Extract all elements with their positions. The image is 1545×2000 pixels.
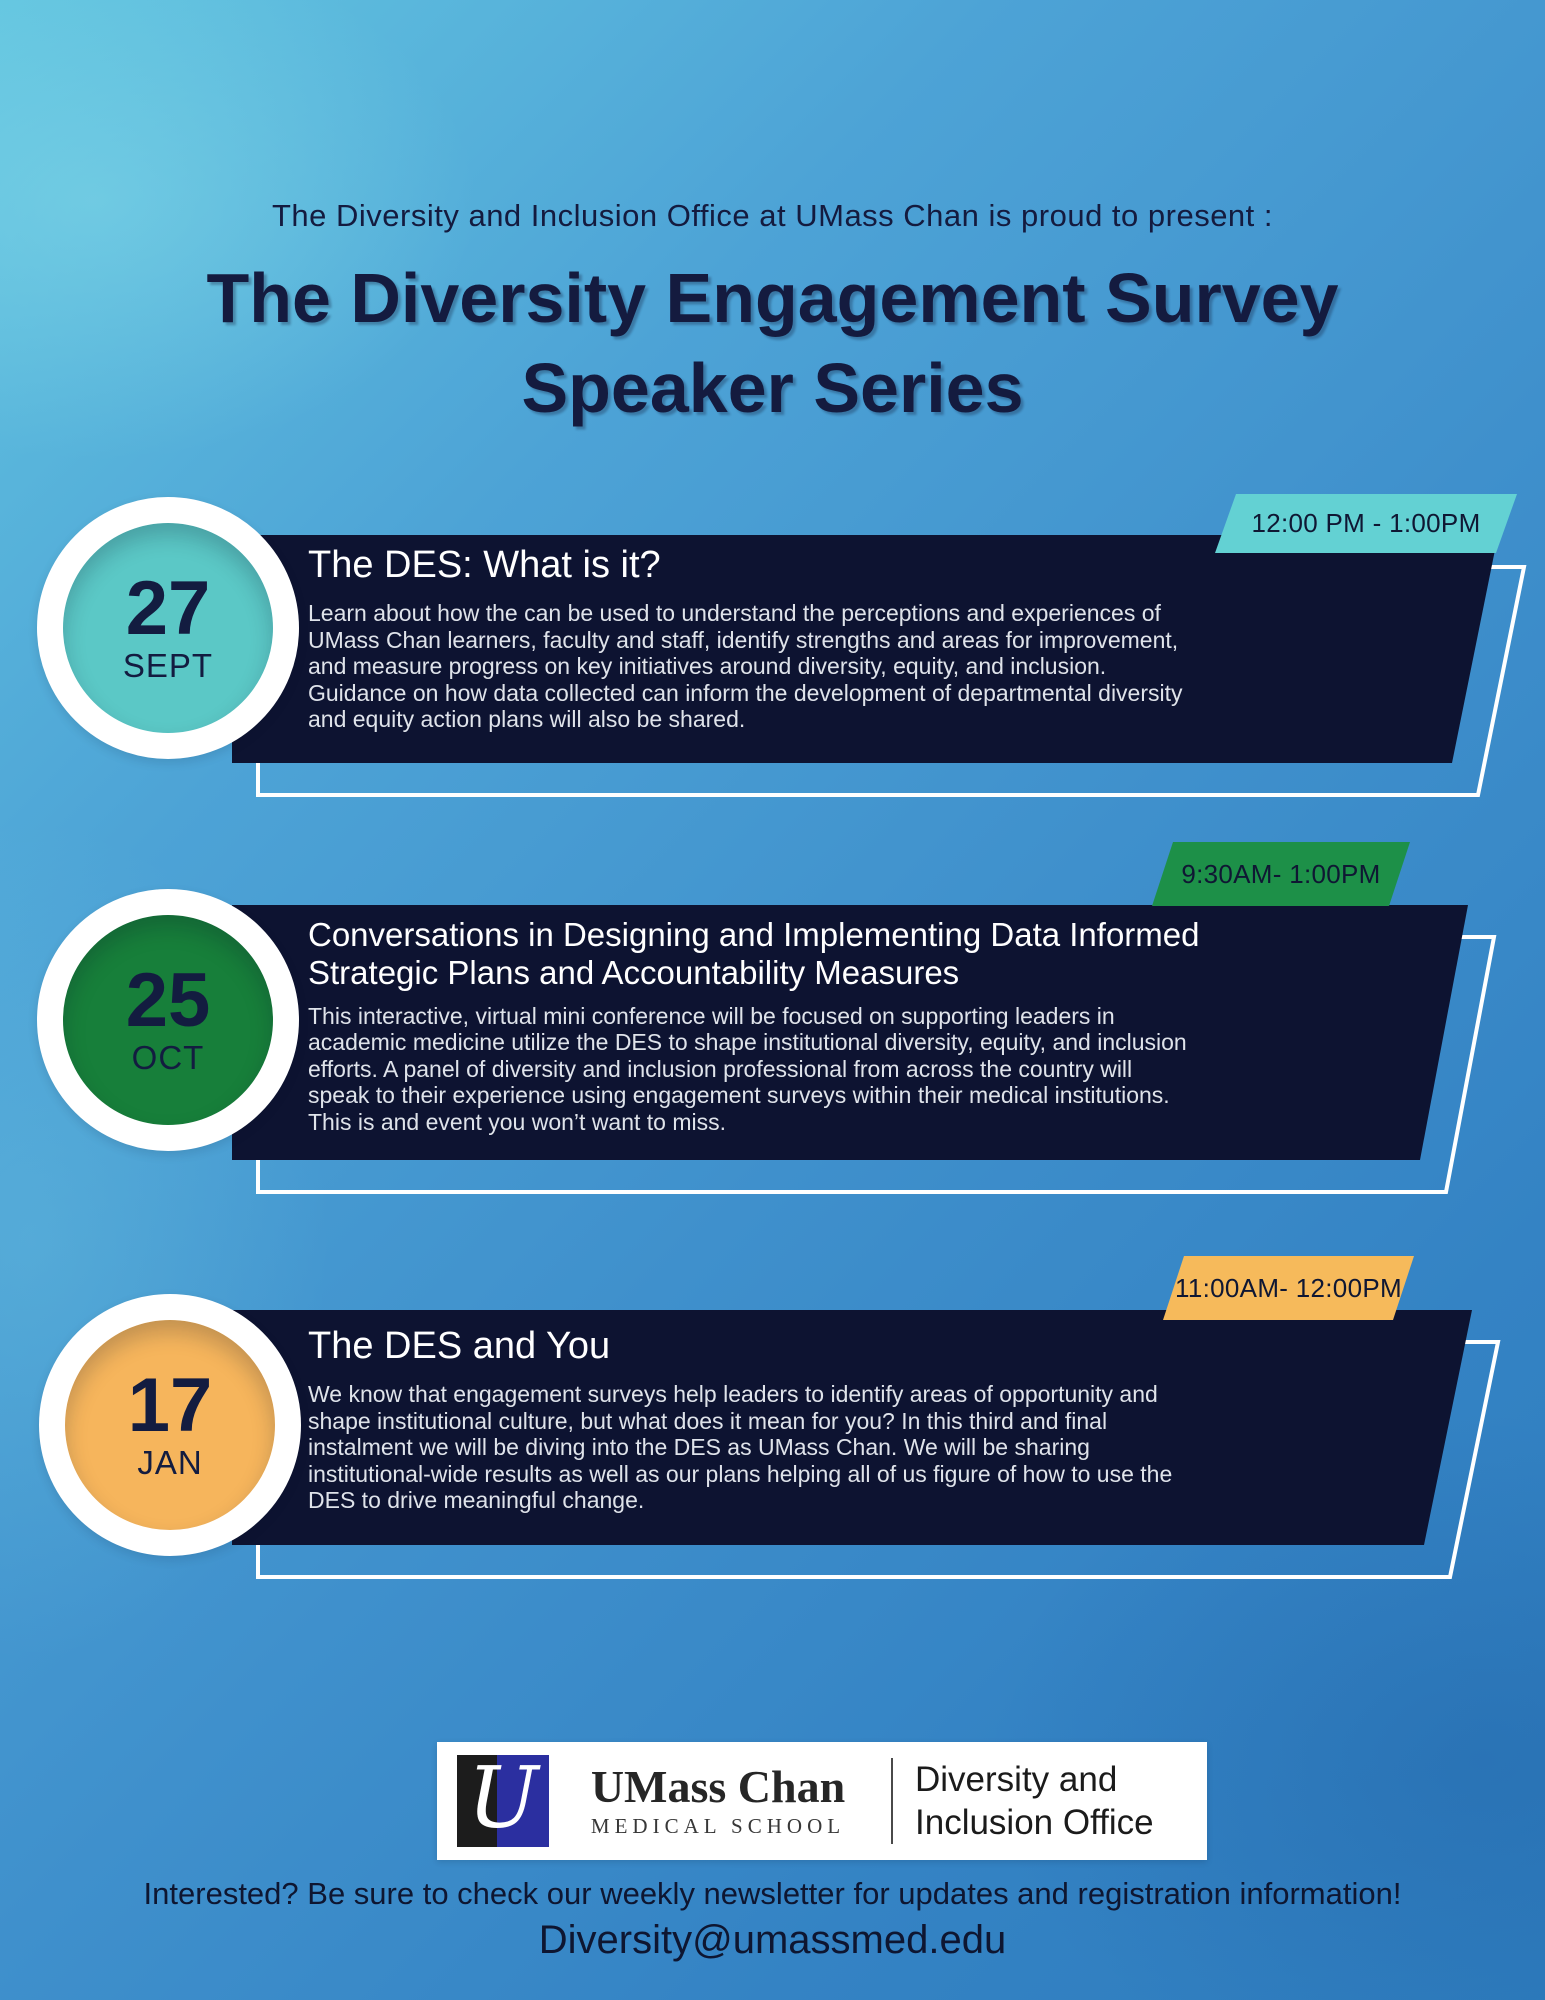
event3-title: The DES and You	[308, 1325, 611, 1367]
event1-time: 12:00 PM - 1:00PM	[1251, 508, 1481, 538]
umass-logo-names: UMass Chan MEDICAL SCHOOL	[563, 1760, 873, 1839]
event1-description: Learn about how the can be used to under…	[308, 600, 1183, 733]
event1-date-circle: 27 SEPT	[37, 497, 299, 759]
event3-card-bg	[232, 1310, 1472, 1545]
event3-card-content: The DES and You We know that engagement …	[308, 1324, 1193, 1514]
event2-time-badge: 9:30AM- 1:00PM	[1152, 842, 1410, 906]
event1-month: SEPT	[122, 646, 214, 684]
contact-email[interactable]: Diversity@umassmed.edu	[538, 1918, 1007, 1962]
event1-card-content: The DES: What is it? Learn about how the…	[308, 543, 1193, 733]
event1-card-bg	[232, 535, 1498, 763]
logo-divider	[891, 1758, 893, 1844]
event3-description: We know that engagement surveys help lea…	[308, 1381, 1173, 1514]
event1-day: 27	[125, 565, 211, 651]
event2-card-content: Conversations in Designing and Implement…	[308, 916, 1258, 1135]
umass-chan-name: UMass Chan	[590, 1760, 846, 1812]
event2-description: This interactive, virtual mini conferenc…	[308, 1002, 1187, 1135]
footer-note: Interested? Be sure to check our weekly …	[143, 1876, 1402, 1911]
poster-title-line1: The Diversity Engagement Survey	[206, 259, 1339, 337]
event2-time: 9:30AM- 1:00PM	[1181, 858, 1381, 889]
event3-time: 11:00AM- 12:00PM	[1175, 1272, 1402, 1303]
event2-card-bg	[232, 905, 1468, 1160]
medical-school-name: MEDICAL SCHOOL	[590, 1813, 846, 1838]
svg-text:U: U	[468, 1755, 542, 1847]
event3-date-circle: 17 JAN	[39, 1294, 301, 1556]
event2-date-circle: 25 OCT	[37, 889, 299, 1151]
office-line2: Inclusion Office	[915, 1803, 1154, 1842]
umass-logo-mark-icon: U	[457, 1755, 549, 1847]
diversity-office-name: Diversity and Inclusion Office	[915, 1758, 1154, 1845]
event2-month: OCT	[131, 1038, 205, 1076]
office-line1: Diversity and	[915, 1759, 1118, 1799]
event1-time-badge: 12:00 PM - 1:00PM	[1215, 494, 1517, 553]
event3-time-badge: 11:00AM- 12:00PM	[1163, 1256, 1414, 1320]
event1-title: The DES: What is it?	[308, 544, 661, 586]
event2-title: Conversations in Designing and Implement…	[308, 916, 1200, 992]
event2-day: 25	[125, 957, 211, 1043]
event3-day: 17	[127, 1362, 213, 1448]
intro-line: The Diversity and Inclusion Office at UM…	[271, 198, 1274, 233]
poster-title-line2: Speaker Series	[521, 349, 1024, 427]
umass-chan-logo-box: U UMass Chan MEDICAL SCHOOL Diversity an…	[437, 1742, 1207, 1860]
event3-month: JAN	[137, 1443, 203, 1481]
